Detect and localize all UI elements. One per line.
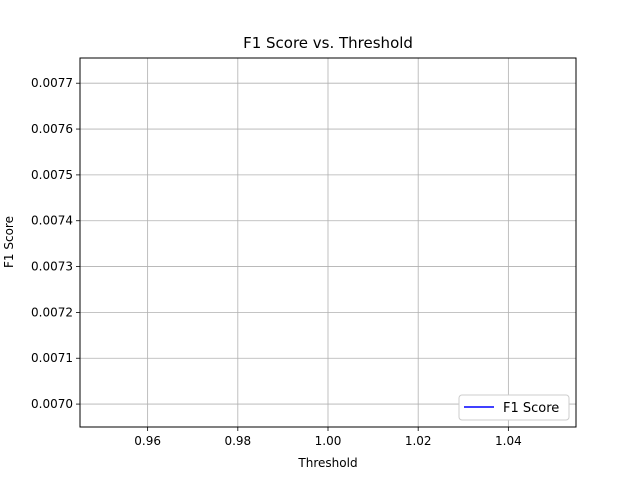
y-tick-label: 0.0072 — [31, 305, 73, 319]
legend: F1 Score — [458, 394, 570, 421]
y-tick-label: 0.0075 — [31, 168, 73, 182]
grid-layer — [80, 58, 576, 427]
y-tick-label: 0.0070 — [31, 397, 73, 411]
y-tick-label: 0.0073 — [31, 260, 73, 274]
x-axis-label: Threshold — [297, 456, 357, 470]
y-tick-label: 0.0074 — [31, 214, 73, 228]
x-tick-label: 1.00 — [315, 434, 342, 448]
y-axis-label: F1 Score — [2, 216, 16, 268]
legend-entry-f1-score: F1 Score — [503, 401, 559, 416]
legend-box — [458, 394, 570, 421]
x-ticks: 0.96 0.98 1.00 1.02 1.04 — [134, 427, 522, 448]
x-tick-label: 0.98 — [224, 434, 251, 448]
y-tick-label: 0.0077 — [31, 76, 73, 90]
y-tick-label: 0.0071 — [31, 351, 73, 365]
y-tick-label: 0.0076 — [31, 122, 73, 136]
x-tick-label: 1.04 — [495, 434, 522, 448]
y-ticks: 0.0070 0.0071 0.0072 0.0073 0.0074 0.0075 0.00… — [31, 76, 80, 411]
x-tick-label: 1.02 — [405, 434, 432, 448]
x-tick-label: 0.96 — [134, 434, 161, 448]
chart-title: F1 Score vs. Threshold — [243, 34, 413, 52]
